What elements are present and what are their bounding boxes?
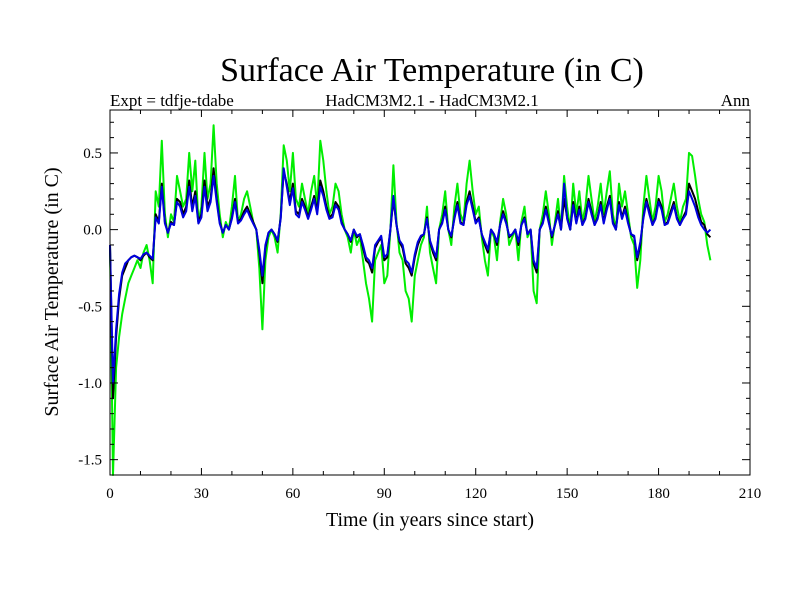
y-tick-label: -1.5 [78,453,102,469]
x-tick-label: 120 [464,486,487,502]
x-axis-label: Time (in years since start) [326,509,534,531]
x-tick-label: 30 [194,486,209,502]
series-line-annual [109,124,712,476]
y-tick-label: -0.5 [78,299,102,315]
x-tick-label: 180 [647,486,670,502]
x-tick-label: 210 [739,486,762,502]
series-line-blue [109,167,712,384]
chart-title: Surface Air Temperature (in C) [220,52,644,89]
y-axis-ticks: -1.5 -1.0 -0.5 0.0 0.5 [78,121,750,476]
chart-subtitle-models: HadCM3M2.1 - HadCM3M2.1 [325,91,538,110]
plot-lines [109,124,712,476]
y-axis-label: Surface Air Temperature (in C) [41,167,63,416]
x-axis-ticks: 0 30 60 90 120 150 180 210 [106,110,761,502]
plot-frame [109,109,751,476]
x-tick-label: 0 [106,486,114,502]
y-tick-label: -1.0 [78,376,102,392]
y-tick-label: 0.0 [83,223,102,239]
x-tick-label: 60 [285,486,300,502]
chart-subtitle-season: Ann [721,91,751,110]
x-tick-label: 150 [556,486,579,502]
x-tick-label: 90 [377,486,392,502]
series-line-black [109,167,712,400]
chart-subtitle-experiment: Expt = tdfje-tdabe [110,91,234,110]
y-tick-label: 0.5 [83,146,102,162]
